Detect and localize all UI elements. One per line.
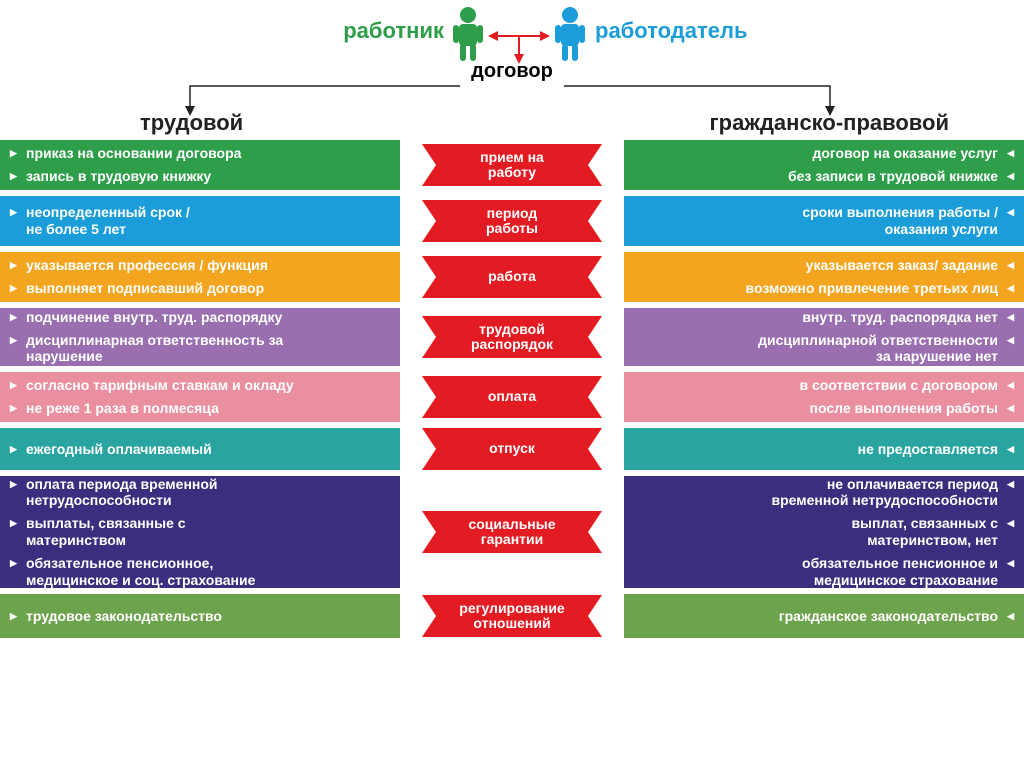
comparison-row: неопределенный срок / не более 5 лет срок… (0, 196, 1024, 246)
row-item: обязательное пенсионное и медицинское ст… (634, 552, 1014, 592)
left-side: неопределенный срок / не более 5 лет (0, 196, 400, 246)
row-item: указывается профессия / функция (10, 254, 390, 277)
row-item: выплат, связанных с материнством, нет (634, 512, 1014, 552)
left-side: ежегодный оплачиваемый (0, 428, 400, 470)
row-item: выплаты, связанные с материнством (10, 512, 390, 552)
row-item: запись в трудовую книжку (10, 165, 390, 188)
infographic-canvas: работник работодатель (0, 0, 1024, 767)
row-item: подчинение внутр. труд. распорядку (10, 306, 390, 329)
row-item: трудовое законодательство (10, 605, 390, 628)
right-side: указывается заказ/ заданиевозможно привл… (624, 252, 1024, 302)
rows-container: приказ на основании договоразапись в тру… (0, 140, 1024, 644)
comparison-row: приказ на основании договоразапись в тру… (0, 140, 1024, 190)
center-badge: трудовой распорядок (422, 316, 602, 358)
row-item: оплата периода временной нетрудоспособно… (10, 473, 390, 513)
comparison-row: оплата периода временной нетрудоспособно… (0, 476, 1024, 588)
right-side: сроки выполнения работы / оказания услуг… (624, 196, 1024, 246)
left-side: согласно тарифным ставкам и окладуне реж… (0, 372, 400, 422)
left-side: трудовое законодательство (0, 594, 400, 638)
row-item: договор на оказание услуг (634, 142, 1014, 165)
center-badge: период работы (422, 200, 602, 242)
row-item: сроки выполнения работы / оказания услуг… (634, 201, 1014, 241)
row-item: указывается заказ/ задание (634, 254, 1014, 277)
left-side: указывается профессия / функциявыполняет… (0, 252, 400, 302)
employer-icon (552, 6, 588, 62)
center-badge: работа (422, 256, 602, 298)
right-side: гражданское законодательство (624, 594, 1024, 638)
comparison-row: ежегодный оплачиваемый не предоставляется… (0, 428, 1024, 470)
left-side: оплата периода временной нетрудоспособно… (0, 476, 400, 588)
comparison-row: трудовое законодательство гражданское зак… (0, 594, 1024, 638)
row-item: согласно тарифным ставкам и окладу (10, 374, 390, 397)
employer-label: работодатель (595, 18, 748, 44)
row-item: не предоставляется (634, 438, 1014, 461)
right-column-title: гражданско-правовой (710, 110, 949, 136)
center-badge: прием на работу (422, 144, 602, 186)
row-item: без записи в трудовой книжке (634, 165, 1014, 188)
center-badge: регулирование отношений (422, 595, 602, 637)
right-side: договор на оказание услугбез записи в тр… (624, 140, 1024, 190)
row-item: после выполнения работы (634, 397, 1014, 420)
row-item: возможно привлечение третьих лиц (634, 277, 1014, 300)
comparison-row: подчинение внутр. труд. распорядкудисцип… (0, 308, 1024, 366)
left-side: приказ на основании договоразапись в тру… (0, 140, 400, 190)
center-badge: отпуск (422, 428, 602, 470)
row-item: выполняет подписавший договор (10, 277, 390, 300)
center-badge: оплата (422, 376, 602, 418)
left-column-title: трудовой (140, 110, 243, 136)
row-item: дисциплинарной ответственности за наруше… (634, 329, 1014, 369)
row-item: гражданское законодательство (634, 605, 1014, 628)
right-side: внутр. труд. распорядка нетдисциплинарно… (624, 308, 1024, 366)
row-item: ежегодный оплачиваемый (10, 438, 390, 461)
comparison-row: указывается профессия / функциявыполняет… (0, 252, 1024, 302)
row-item: внутр. труд. распорядка нет (634, 306, 1014, 329)
right-side: не оплачивается период временной нетрудо… (624, 476, 1024, 588)
worker-label: работник (343, 18, 444, 44)
left-side: подчинение внутр. труд. распорядкудисцип… (0, 308, 400, 366)
row-item: неопределенный срок / не более 5 лет (10, 201, 390, 241)
row-item: дисциплинарная ответственность за наруше… (10, 329, 390, 369)
right-side: не предоставляется (624, 428, 1024, 470)
center-badge: социальные гарантии (422, 511, 602, 553)
row-item: не оплачивается период временной нетрудо… (634, 473, 1014, 513)
row-item: обязательное пенсионное, медицинское и с… (10, 552, 390, 592)
right-side: в соответствии с договоромпосле выполнен… (624, 372, 1024, 422)
row-item: приказ на основании договора (10, 142, 390, 165)
comparison-row: согласно тарифным ставкам и окладуне реж… (0, 372, 1024, 422)
row-item: не реже 1 раза в полмесяца (10, 397, 390, 420)
row-item: в соответствии с договором (634, 374, 1014, 397)
worker-icon (450, 6, 486, 62)
